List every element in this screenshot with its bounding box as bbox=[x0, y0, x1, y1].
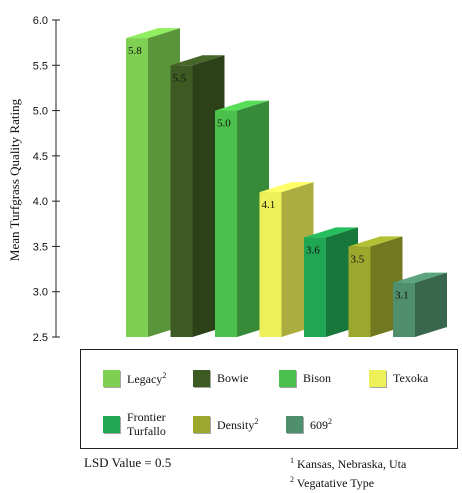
bar-top-4 bbox=[304, 227, 358, 238]
y-tick-label-6: 3.0 bbox=[33, 287, 48, 299]
footnote-1-mark: 1 bbox=[290, 456, 294, 465]
legend-item-legacy: Legacy2 bbox=[103, 370, 166, 387]
bar-front-4 bbox=[304, 237, 326, 337]
legend-item-texoka: Texoka bbox=[369, 370, 428, 387]
footnotes: 1 Kansas, Nebraska, Uta 2 Vegatative Typ… bbox=[290, 453, 406, 491]
bar-front-6 bbox=[393, 282, 415, 337]
legend-swatch-legacy bbox=[103, 370, 120, 387]
y-tick-label-2: 5.0 bbox=[33, 106, 48, 118]
bar-value-label-2: 5.0 bbox=[217, 118, 231, 130]
legend-item-frontier-turfallo: Frontier Turfallo bbox=[103, 410, 166, 438]
bar-front-1 bbox=[170, 65, 193, 338]
legend: Legacy2 Bowie Bison Texoka Frontier Turfa… bbox=[80, 349, 458, 449]
legend-item-609: 6092 bbox=[286, 416, 332, 433]
bar-value-label-0: 5.8 bbox=[128, 45, 142, 57]
bar-top-1 bbox=[170, 55, 225, 66]
legend-item-bison: Bison bbox=[279, 370, 331, 387]
bar-5: 3.5 bbox=[348, 236, 403, 337]
y-tick-label-5: 3.5 bbox=[33, 241, 48, 253]
bar-top-2 bbox=[215, 100, 269, 111]
legend-label-bowie: Bowie bbox=[217, 371, 249, 385]
legend-label-texoka: Texoka bbox=[393, 371, 429, 385]
footnote-1-text: Kansas, Nebraska, Uta bbox=[297, 457, 407, 471]
bar-top-5 bbox=[348, 236, 403, 247]
legend-swatch-bison bbox=[279, 370, 296, 387]
bar-value-label-3: 4.1 bbox=[262, 199, 276, 211]
bar-chart: 6.0 5.5 5.0 4.5 4.0 3.5 3.0 2.5 5.8 5.5 5.0 4.1 3.6… bbox=[7, 15, 447, 344]
bar-side-6 bbox=[415, 272, 447, 337]
bar-front-2 bbox=[215, 110, 237, 337]
legend-label-density: Density bbox=[217, 417, 255, 432]
bars: 5.8 5.5 5.0 4.1 3.6 3.5 3.1 bbox=[126, 28, 447, 338]
bar-6: 3.1 bbox=[393, 272, 447, 337]
bar-front-0 bbox=[126, 38, 148, 337]
footnote-1: 1 Kansas, Nebraska, Uta bbox=[290, 453, 406, 472]
bar-top-3 bbox=[259, 182, 314, 193]
footnote-2-mark: 2 bbox=[290, 475, 294, 484]
y-tick-label-3: 4.5 bbox=[33, 151, 48, 163]
footnote-2-text: Vegatative Type bbox=[296, 476, 375, 490]
y-tick-label-4: 4.0 bbox=[33, 196, 48, 208]
legend-label-turfallo: Turfallo bbox=[127, 424, 166, 438]
bar-top-0 bbox=[126, 28, 180, 39]
bar-value-label-1: 5.5 bbox=[173, 72, 187, 84]
bar-2: 5.0 bbox=[215, 100, 269, 337]
bar-value-label-5: 3.5 bbox=[351, 253, 365, 265]
y-axis-title: Mean Turfgrass Quality Rating bbox=[7, 98, 22, 261]
y-tick-label-0: 6.0 bbox=[33, 15, 48, 27]
legend-item-density: Density2 bbox=[193, 416, 258, 433]
legend-sup-legacy: 2 bbox=[162, 370, 167, 380]
y-axis: 6.0 5.5 5.0 4.5 4.0 3.5 3.0 2.5 bbox=[33, 15, 60, 344]
legend-label-609: 609 bbox=[310, 417, 328, 432]
y-tick-label-7: 2.5 bbox=[33, 332, 48, 344]
y-tick-label-1: 5.5 bbox=[33, 60, 48, 72]
legend-sup-density: 2 bbox=[254, 416, 259, 426]
legend-swatch-frontier-turfallo bbox=[103, 415, 120, 433]
legend-swatch-texoka bbox=[369, 370, 386, 387]
legend-sup-609: 2 bbox=[328, 416, 332, 426]
legend-swatch-609 bbox=[286, 416, 303, 433]
bar-value-label-6: 3.1 bbox=[395, 290, 409, 302]
legend-swatch-density bbox=[193, 416, 210, 433]
bar-front-3 bbox=[259, 192, 282, 337]
bar-top-6 bbox=[393, 272, 447, 283]
legend-label-frontier: Frontier bbox=[127, 410, 166, 424]
bar-front-5 bbox=[348, 246, 371, 337]
legend-item-bowie: Bowie bbox=[193, 370, 248, 387]
bar-value-label-4: 3.6 bbox=[306, 244, 320, 256]
footnote-2: 2 Vegatative Type bbox=[290, 472, 406, 491]
legend-label-legacy: Legacy bbox=[127, 371, 163, 386]
legend-label-bison: Bison bbox=[303, 371, 332, 385]
legend-swatch-bowie bbox=[193, 370, 210, 387]
lsd-note: LSD Value = 0.5 bbox=[84, 455, 172, 470]
